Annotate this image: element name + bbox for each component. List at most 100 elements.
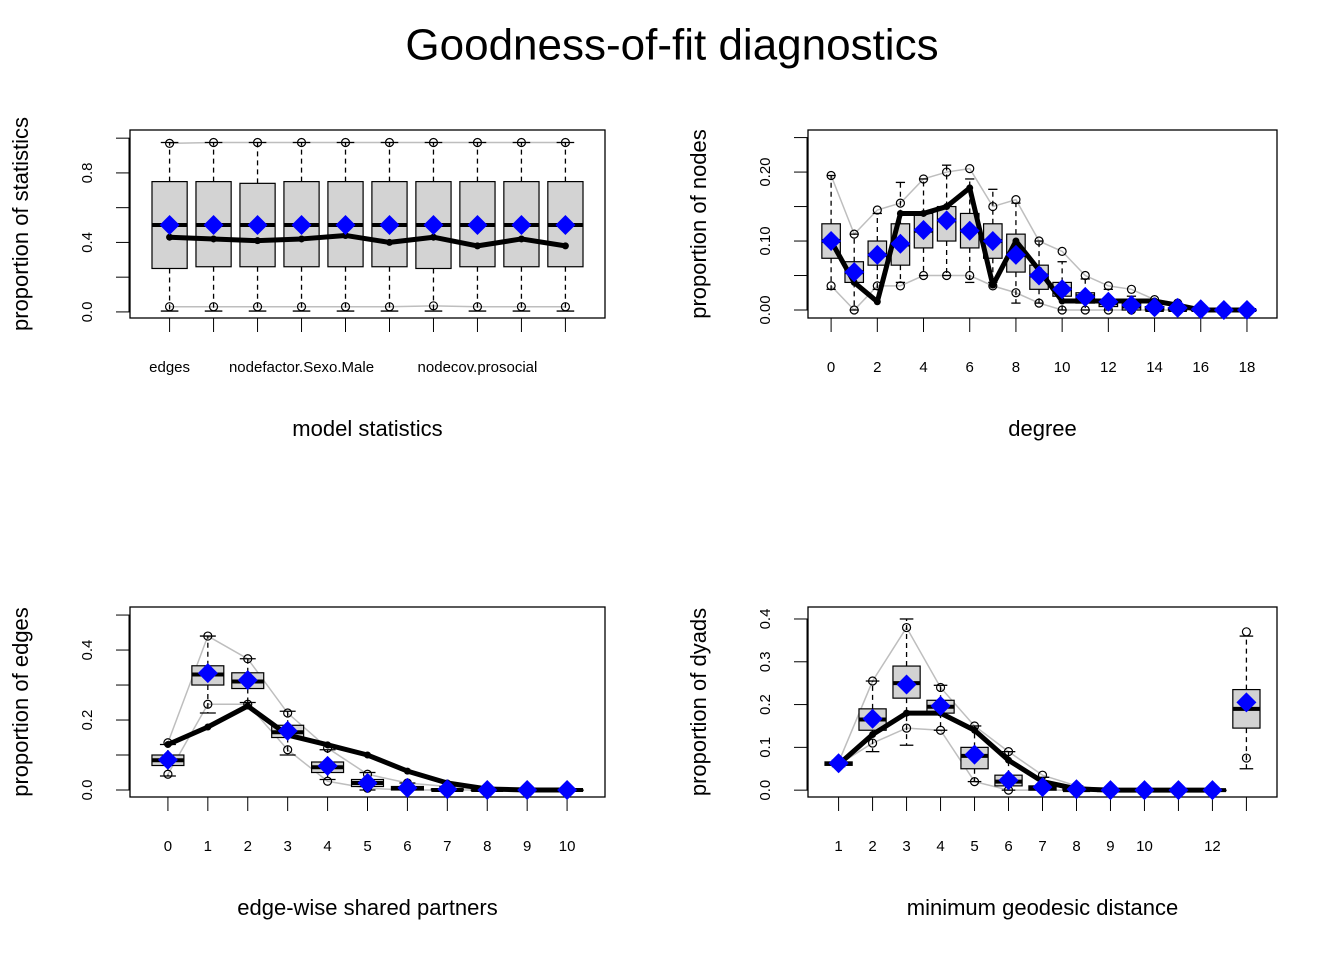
y-axis-title: proportion of nodes xyxy=(686,129,711,319)
y-tick-label: 0.2 xyxy=(79,710,96,731)
bound-point xyxy=(1103,281,1113,291)
x-tick-label: 5 xyxy=(363,838,371,855)
mean-marker xyxy=(1029,265,1050,286)
mean-marker xyxy=(379,215,400,236)
x-tick-label: 8 xyxy=(1072,838,1080,855)
x-tick-label: 10 xyxy=(559,838,576,855)
bound-point xyxy=(942,270,952,281)
mean-marker xyxy=(317,755,338,776)
x-tick-label: 5 xyxy=(970,838,978,855)
bound-point xyxy=(472,302,483,312)
observed-point xyxy=(896,209,904,217)
bound-point xyxy=(1011,288,1021,298)
bound-point xyxy=(283,708,293,718)
x-tick-label: 6 xyxy=(403,838,411,855)
x-tick-label: 12 xyxy=(1100,359,1117,376)
mean-marker xyxy=(467,215,488,236)
bound-line xyxy=(837,626,1213,791)
bound-point xyxy=(901,622,912,633)
bound-point xyxy=(918,174,929,184)
mean-marker xyxy=(557,780,578,801)
mean-marker xyxy=(511,215,532,236)
mean-marker xyxy=(998,770,1019,791)
y-tick-label: 0.2 xyxy=(757,694,774,715)
bound-point xyxy=(560,302,571,312)
mean-marker xyxy=(828,753,849,774)
bound-point xyxy=(965,270,975,281)
mean-marker xyxy=(203,215,224,236)
x-tick-label: 9 xyxy=(523,838,531,855)
mean-marker xyxy=(913,220,934,240)
y-tick-label: 0.4 xyxy=(79,232,96,253)
x-tick-label: 0 xyxy=(164,838,172,855)
observed-point xyxy=(943,203,951,211)
bound-point xyxy=(1034,236,1044,246)
bound-point xyxy=(208,137,219,148)
y-tick-label: 0.10 xyxy=(757,226,774,255)
observed-point xyxy=(1012,237,1020,245)
bound-point xyxy=(1057,305,1067,315)
x-tick-label: 4 xyxy=(919,359,927,376)
observed-point xyxy=(324,741,332,749)
x-tick-label: 2 xyxy=(244,838,252,855)
y-tick-label: 0.0 xyxy=(757,780,774,801)
bound-point xyxy=(472,137,483,148)
bound-point xyxy=(164,138,175,148)
mean-marker xyxy=(1052,279,1073,300)
x-tick-label: 8 xyxy=(483,838,491,855)
bound-line xyxy=(169,141,566,145)
observed-point xyxy=(1005,756,1013,764)
y-tick-label: 0.8 xyxy=(79,162,96,183)
mean-marker xyxy=(237,670,258,691)
x-tick-label: 3 xyxy=(902,838,910,855)
x-tick-label: nodefactor.Sexo.Male xyxy=(229,359,374,376)
mean-marker xyxy=(890,233,911,254)
x-tick-label: 14 xyxy=(1146,359,1163,376)
x-tick-label: 6 xyxy=(966,359,974,376)
bound-point xyxy=(208,302,219,312)
observed-line xyxy=(836,710,1213,793)
observed-point xyxy=(364,751,371,759)
x-tick-label: 12 xyxy=(1204,838,1221,855)
mean-marker xyxy=(930,695,951,716)
bound-point xyxy=(935,682,946,693)
x-tick-label: 9 xyxy=(1106,838,1114,855)
mean-marker xyxy=(936,210,957,231)
bound-point xyxy=(867,738,878,748)
mean-marker xyxy=(357,773,378,794)
bound-point xyxy=(1126,284,1137,294)
bound-point xyxy=(895,281,906,291)
mean-marker xyxy=(555,215,576,236)
bound-line xyxy=(169,305,566,308)
figure-title: Goodness-of-fit diagnostics xyxy=(405,21,938,70)
observed-point xyxy=(429,233,437,241)
mean-marker xyxy=(862,708,883,729)
bound-point xyxy=(867,676,878,686)
mean-marker xyxy=(1066,779,1087,800)
mean-marker xyxy=(1134,780,1155,801)
bound-point xyxy=(1057,246,1067,256)
bound-point xyxy=(1034,298,1044,308)
mean-marker xyxy=(437,779,458,800)
y-tick-label: 0.4 xyxy=(79,640,96,661)
mean-marker xyxy=(1213,300,1234,320)
mean-marker xyxy=(1100,780,1121,801)
observed-point xyxy=(342,231,350,239)
bound-point xyxy=(1241,753,1252,763)
bound-point xyxy=(901,723,912,733)
x-tick-label: 2 xyxy=(868,838,876,855)
bound-point xyxy=(296,302,307,312)
bound-point xyxy=(296,137,307,148)
bound-point xyxy=(384,137,395,148)
mean-marker xyxy=(517,780,538,801)
bound-point xyxy=(1003,747,1014,757)
mean-marker xyxy=(1236,692,1257,713)
y-axis-title: proportion of statistics xyxy=(8,117,33,331)
observed-point xyxy=(920,209,928,217)
y-tick-label: 0.3 xyxy=(757,651,774,672)
x-tick-label: 6 xyxy=(1004,838,1012,855)
mean-marker xyxy=(291,215,312,236)
observed-line xyxy=(169,232,566,249)
mean-marker xyxy=(844,262,865,283)
